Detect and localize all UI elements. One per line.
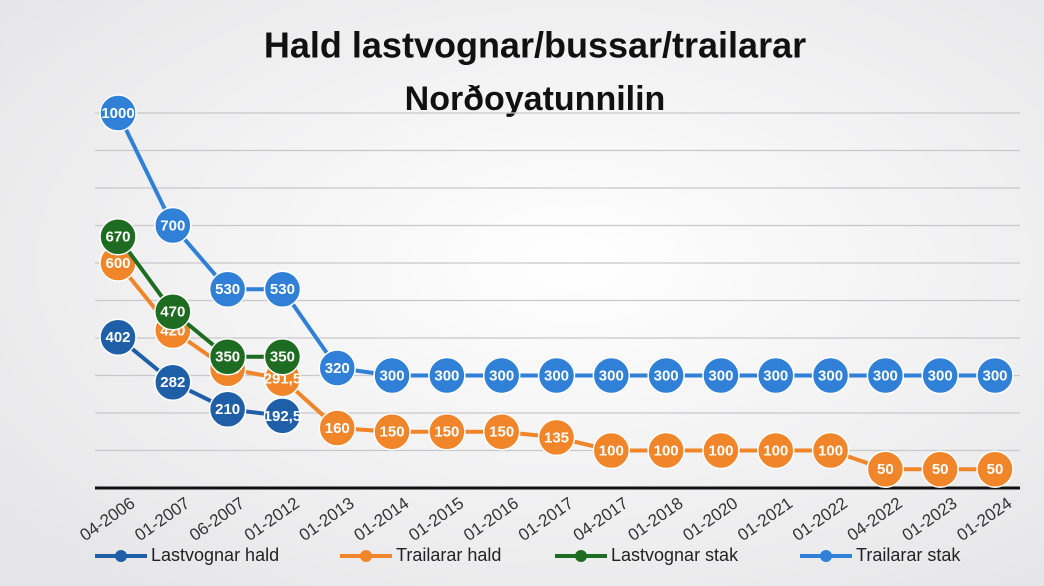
series-line — [116, 335, 283, 418]
point-marker — [537, 418, 576, 457]
point-marker — [647, 356, 685, 395]
data-label: 300 — [434, 367, 459, 384]
point-marker — [154, 293, 192, 331]
point-marker — [208, 270, 247, 308]
point-marker — [482, 413, 521, 451]
data-label: 1000 — [101, 105, 134, 122]
legend-marker — [820, 550, 832, 562]
point-marker — [318, 409, 356, 447]
data-label: 160 — [325, 420, 350, 437]
data-label: 300 — [708, 367, 733, 384]
chart-subtitle: Norðoyatunnilin — [405, 80, 666, 118]
data-label: 100 — [599, 442, 624, 459]
point-marker — [373, 413, 411, 451]
data-label: 670 — [105, 229, 130, 246]
point-marker — [263, 338, 302, 376]
legend-label: Trailarar hald — [396, 545, 501, 565]
data-label: 350 — [215, 349, 240, 366]
point-marker — [702, 431, 740, 470]
data-label: 50 — [877, 461, 894, 478]
data-label: 282 — [160, 374, 185, 391]
data-label: 50 — [932, 461, 949, 478]
data-label: 700 — [160, 217, 185, 234]
data-label: 150 — [434, 424, 459, 441]
point-marker — [757, 356, 795, 395]
point-marker — [866, 450, 905, 488]
data-label: 530 — [270, 281, 295, 298]
data-label: 291,5 — [264, 371, 302, 388]
data-label: 300 — [544, 367, 569, 384]
data-label: 300 — [380, 367, 405, 384]
point-marker — [592, 356, 631, 395]
legend-label: Trailarar stak — [856, 545, 961, 565]
data-label: 300 — [763, 367, 788, 384]
data-label: 100 — [708, 442, 733, 459]
data-label: 50 — [987, 461, 1004, 478]
legend-marker — [360, 550, 372, 562]
data-label: 150 — [489, 424, 514, 441]
chart-title: Hald lastvognar/bussar/trailarar — [264, 25, 806, 66]
data-label: 300 — [818, 367, 843, 384]
data-label: 100 — [763, 442, 788, 459]
point-marker — [99, 218, 137, 256]
point-marker — [976, 450, 1014, 488]
data-label: 300 — [928, 367, 953, 384]
data-label: 300 — [489, 367, 514, 384]
point-marker — [263, 270, 302, 308]
data-label: 350 — [270, 349, 295, 366]
point-marker — [647, 431, 685, 470]
point-marker — [811, 356, 850, 395]
point-marker — [592, 431, 631, 470]
point-marker — [976, 356, 1014, 395]
point-marker — [921, 450, 959, 488]
point-marker — [208, 338, 247, 376]
point-marker — [866, 356, 905, 395]
point-marker — [99, 318, 137, 356]
point-marker — [921, 356, 959, 395]
data-label: 100 — [818, 442, 843, 459]
point-marker — [482, 356, 521, 395]
point-marker — [702, 356, 740, 395]
data-label: 402 — [105, 329, 130, 346]
point-marker — [99, 94, 137, 132]
point-marker — [208, 390, 247, 428]
data-label: 300 — [599, 367, 624, 384]
point-marker — [373, 356, 411, 395]
point-marker — [263, 397, 302, 435]
point-marker — [154, 206, 192, 245]
legend-marker — [115, 550, 127, 562]
point-marker — [537, 356, 576, 395]
data-label: 600 — [105, 255, 130, 272]
data-label: 320 — [325, 360, 350, 377]
legend-label: Lastvognar hald — [151, 545, 279, 565]
data-label: 150 — [380, 424, 405, 441]
data-label: 470 — [160, 304, 185, 321]
point-marker — [154, 363, 192, 401]
data-label: 300 — [873, 367, 898, 384]
data-label: 210 — [215, 401, 240, 418]
point-marker — [811, 431, 850, 470]
legend-marker — [575, 550, 587, 562]
data-label: 530 — [215, 281, 240, 298]
series-line — [116, 235, 283, 359]
data-label: 192,5 — [264, 408, 302, 425]
point-marker — [428, 413, 466, 451]
legend-label: Lastvognar stak — [611, 545, 739, 565]
point-marker — [757, 431, 795, 470]
data-label: 100 — [654, 442, 679, 459]
data-label: 300 — [654, 367, 679, 384]
point-marker — [318, 349, 356, 387]
data-label: 300 — [982, 367, 1007, 384]
point-marker — [428, 356, 466, 395]
data-label: 135 — [544, 429, 569, 446]
